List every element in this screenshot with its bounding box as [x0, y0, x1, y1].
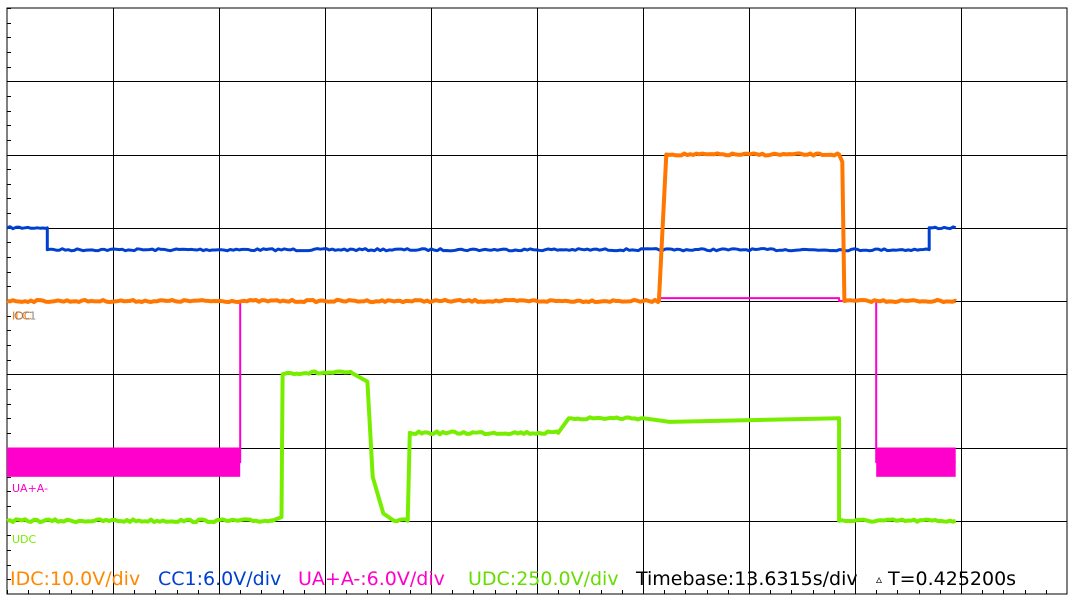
delta-t-readout: T=0.425200s — [887, 568, 1016, 590]
legend-ua-scale: UA+A-:6.0V/div — [298, 568, 445, 590]
trace-ua-a- — [7, 297, 956, 464]
trace-udc — [6, 369, 957, 525]
channel-label-udc: UDC — [12, 533, 37, 546]
status-bar: IDC:10.0V/div CC1:6.0V/div UA+A-:6.0V/di… — [10, 568, 1016, 590]
trace-cc1 — [6, 225, 957, 253]
trace-idc — [6, 151, 958, 305]
legend-idc-scale: IDC:10.0V/div — [10, 568, 140, 590]
traces — [6, 151, 958, 525]
channel-label-idc: IDC — [12, 310, 32, 323]
channel-label-ua-a-: UA+A- — [12, 482, 48, 495]
timebase-readout: Timebase:13.6315s/div — [635, 568, 858, 590]
legend-udc-scale: UDC:250.0V/div — [468, 568, 619, 590]
legend-cc1-scale: CC1:6.0V/div — [158, 568, 281, 590]
delta-t-icon: ▵ — [876, 572, 882, 586]
channel-label-cc1: CC1 — [14, 310, 36, 323]
